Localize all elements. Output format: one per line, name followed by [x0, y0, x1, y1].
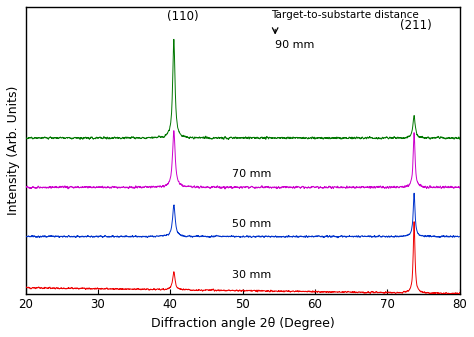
- Y-axis label: Intensity (Arb. Units): Intensity (Arb. Units): [7, 86, 20, 215]
- Text: (211): (211): [401, 19, 432, 32]
- Text: Target-to-substarte distance: Target-to-substarte distance: [272, 10, 419, 20]
- X-axis label: Diffraction angle 2θ (Degree): Diffraction angle 2θ (Degree): [151, 317, 335, 330]
- Text: 50 mm: 50 mm: [232, 219, 271, 228]
- Text: 90 mm: 90 mm: [275, 40, 315, 51]
- Text: 70 mm: 70 mm: [232, 170, 271, 179]
- Text: (110): (110): [166, 10, 198, 23]
- Text: 30 mm: 30 mm: [232, 270, 271, 280]
